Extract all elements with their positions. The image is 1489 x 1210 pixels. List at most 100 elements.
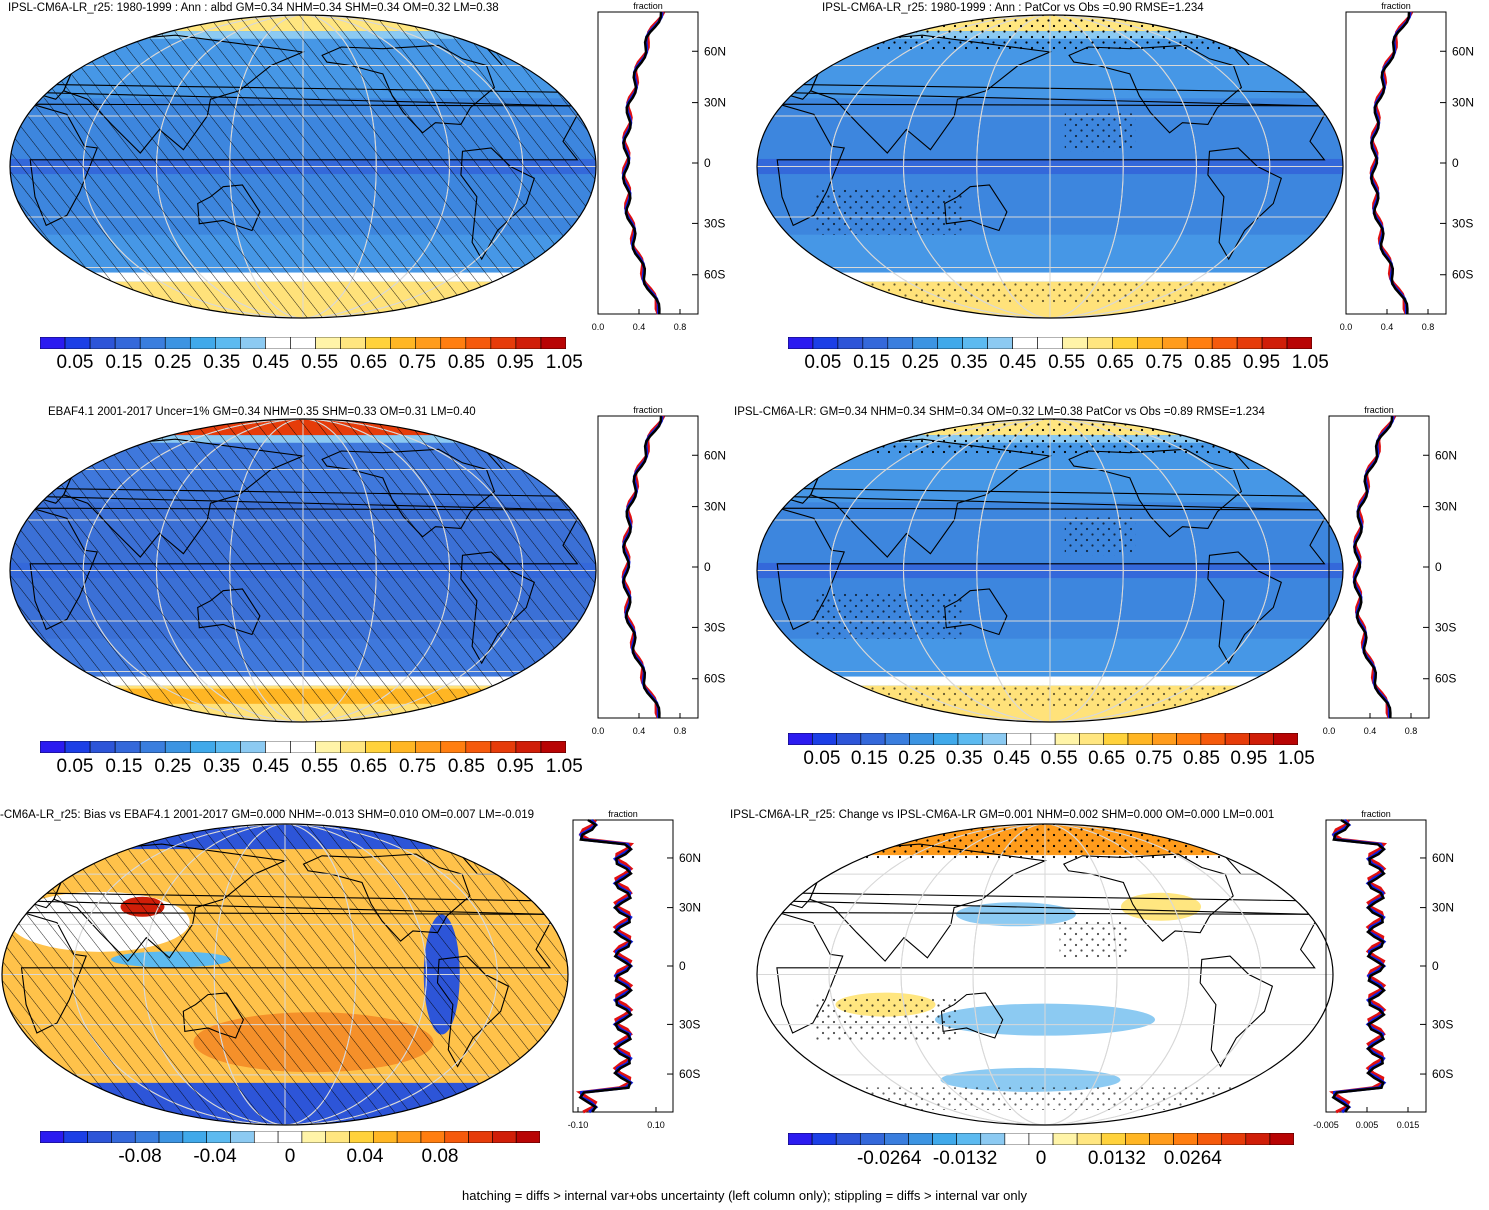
colorbar-label: 0.05: [56, 756, 94, 777]
colorbar-swatch: [134, 1131, 160, 1143]
colorbar-label: 0.55: [301, 756, 339, 777]
colorbar-swatch: [373, 1131, 398, 1143]
colorbar-swatch: [859, 1133, 885, 1145]
colorbar-swatch: [1224, 733, 1250, 745]
map-border: [756, 418, 1344, 723]
colorbar-label: 0.35: [203, 352, 241, 373]
zonal-profile: fraction 60N 30N 0 30S 60S 0.0 0.4 0.8: [592, 1, 726, 332]
colorbar-swatch: [240, 741, 266, 753]
colorbar-label: 0.35: [945, 748, 983, 769]
colorbar-swatch: [908, 1133, 933, 1145]
colorbar-swatch: [63, 1131, 88, 1143]
colorbar-swatch: [265, 337, 291, 349]
profile-x-tick: 0.8: [674, 726, 687, 736]
colorbar-label: 0.75: [1145, 352, 1183, 373]
colorbar-swatch: [396, 1131, 422, 1143]
world-map: [9, 14, 597, 319]
colorbar-label: 0.15: [853, 352, 891, 373]
colorbar-label: 0.75: [1135, 748, 1173, 769]
colorbar-swatch: [40, 741, 66, 753]
hatching-overlay: [10, 419, 596, 722]
colorbar-swatch: [1176, 733, 1202, 745]
colorbar-swatch: [444, 1131, 469, 1143]
zonal-profile: fraction 60N 30N 0 30S 60S -0.005 0.005 0.015: [1313, 809, 1454, 1130]
colorbar-swatch: [981, 733, 1007, 745]
colorbar-swatch: [1037, 337, 1063, 349]
colorbar: [788, 733, 1298, 745]
colorbar-swatch: [957, 733, 983, 745]
colorbar-swatch: [1006, 733, 1032, 745]
colorbar-swatch: [215, 337, 241, 349]
colorbar-swatch: [189, 741, 216, 753]
colorbar-swatch: [253, 1131, 279, 1143]
colorbar-label: 0.85: [447, 756, 485, 777]
profile-x-tick: 0.4: [1364, 726, 1377, 736]
profile-y-tick: 60N: [1452, 44, 1474, 58]
profile-y-tick: 0: [679, 959, 686, 973]
zonal-profile: fraction 60N 30N 0 30S 60S 0.0 0.4 0.8: [1340, 1, 1474, 332]
colorbar-swatch: [1261, 337, 1288, 349]
colorbar-label: 0.65: [1088, 748, 1126, 769]
colorbar-swatch: [301, 1131, 327, 1143]
colorbar-label: -0.0264: [856, 1148, 922, 1169]
colorbar-label: 0.95: [496, 352, 534, 373]
colorbar-label: 0.05: [56, 352, 94, 373]
colorbar-swatch: [1151, 733, 1177, 745]
colorbar-swatch: [420, 1131, 446, 1143]
colorbar-swatch: [215, 741, 241, 753]
profile-x-tick: 0.4: [633, 726, 646, 736]
hatching-overlay: [10, 15, 596, 318]
colorbar-label: 0.25: [154, 352, 192, 373]
colorbar-label: 0.45: [252, 352, 290, 373]
colorbar-swatch: [189, 337, 216, 349]
profile-x-tick: 0.0: [1323, 726, 1336, 736]
profile-axis-label: fraction: [608, 809, 638, 819]
map-border: [1, 823, 569, 1126]
colorbar-swatch: [164, 337, 191, 349]
colorbar-swatch: [415, 741, 442, 753]
colorbar-swatch: [114, 741, 141, 753]
colorbar-swatch: [812, 337, 839, 349]
colorbar-swatch: [884, 733, 910, 745]
profile-y-tick: 60S: [704, 268, 725, 282]
profile-x-tick: -0.10: [568, 1120, 589, 1130]
profile-y-tick: 60N: [704, 448, 726, 462]
profile-y-tick: 0: [704, 156, 711, 170]
panel-title: IPSL-CM6A-LR_r25: 1980-1999 : Ann : PatC…: [822, 2, 1204, 14]
colorbar-swatch: [468, 1131, 493, 1143]
colorbar-swatch: [349, 1131, 374, 1143]
profile-y-tick: 60N: [679, 851, 701, 865]
colorbar-swatch: [884, 1133, 909, 1145]
colorbar-label: 0.25: [898, 748, 936, 769]
colorbar-swatch: [1076, 1133, 1102, 1145]
colorbar-swatch: [540, 741, 566, 753]
profile-axis-label: fraction: [633, 405, 663, 415]
colorbar-label: 0.75: [398, 756, 436, 777]
profile-axis-label: fraction: [1361, 809, 1391, 819]
colorbar-swatch: [1286, 337, 1312, 349]
colorbar-swatch: [230, 1131, 255, 1143]
colorbar-swatch: [64, 337, 91, 349]
profile-y-tick: 60N: [1435, 448, 1457, 462]
colorbar-swatch: [515, 741, 542, 753]
colorbar-swatch: [1103, 733, 1129, 745]
panel-title: IPSL-CM6A-LR_r25: Change vs IPSL-CM6A-LR…: [730, 809, 1275, 821]
colorbar-swatch: [164, 741, 191, 753]
colorbar-swatch: [1125, 1133, 1150, 1145]
profile-y-tick: 30N: [679, 901, 701, 915]
colorbar-swatch: [835, 1133, 861, 1145]
colorbar-label: 1.05: [1291, 352, 1329, 373]
colorbar-swatch: [206, 1131, 231, 1143]
map-border: [9, 14, 597, 319]
colorbar: [40, 337, 566, 349]
colorbar-swatch: [340, 337, 366, 349]
colorbar-swatch: [860, 733, 886, 745]
profile-y-tick: 60N: [704, 44, 726, 58]
profile-y-tick: 60S: [1435, 672, 1456, 686]
profile-y-tick: 30S: [704, 216, 725, 230]
map-border: [9, 418, 597, 723]
colorbar-label: -0.0132: [932, 1148, 998, 1169]
colorbar-swatch: [89, 337, 116, 349]
profile-y-tick: 30N: [1452, 96, 1474, 110]
profile-x-tick: -0.005: [1313, 1120, 1339, 1130]
